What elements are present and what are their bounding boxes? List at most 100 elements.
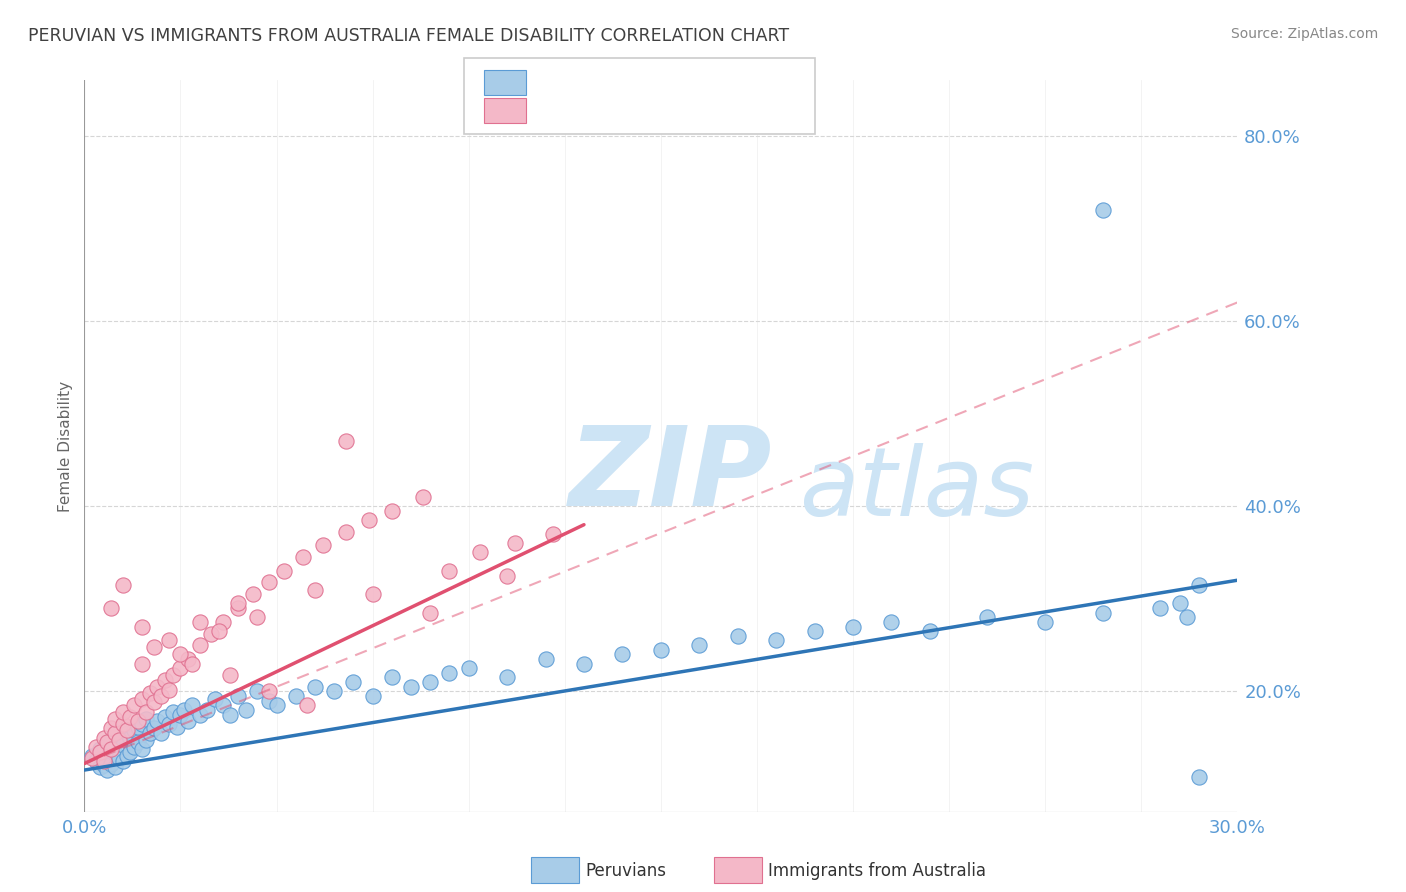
- Point: [100, 601, 122, 615]
- Point: [138, 726, 160, 740]
- Point: [292, 550, 315, 565]
- Point: [335, 434, 357, 449]
- Text: R = 0.652    N = 65: R = 0.652 N = 65: [534, 101, 733, 120]
- Point: [124, 723, 146, 738]
- Text: Immigrants from Australia: Immigrants from Australia: [768, 862, 986, 880]
- Point: [104, 760, 127, 774]
- Point: [242, 587, 264, 601]
- Point: [100, 741, 122, 756]
- Point: [419, 675, 441, 690]
- Point: [381, 504, 404, 518]
- Point: [211, 615, 233, 629]
- Point: [111, 716, 134, 731]
- Point: [688, 638, 710, 652]
- Point: [96, 735, 118, 749]
- Point: [357, 513, 380, 527]
- Point: [765, 633, 787, 648]
- Point: [1168, 596, 1191, 610]
- Point: [111, 738, 134, 752]
- Point: [169, 661, 191, 675]
- Point: [297, 698, 319, 713]
- Point: [153, 710, 176, 724]
- Point: [195, 703, 218, 717]
- Point: [120, 710, 142, 724]
- Point: [1033, 615, 1056, 629]
- Point: [188, 707, 211, 722]
- Point: [150, 689, 173, 703]
- Point: [257, 693, 280, 707]
- Point: [142, 696, 165, 710]
- Point: [120, 745, 142, 759]
- Point: [131, 619, 153, 633]
- Point: [157, 682, 180, 697]
- Point: [169, 648, 191, 662]
- Point: [181, 657, 204, 671]
- Point: [612, 648, 634, 662]
- Point: [246, 610, 269, 624]
- Point: [257, 575, 280, 590]
- Point: [131, 691, 153, 706]
- Point: [142, 640, 165, 654]
- Point: [80, 749, 103, 764]
- Point: [181, 698, 204, 713]
- Point: [470, 545, 492, 559]
- Point: [399, 680, 422, 694]
- Point: [93, 754, 115, 768]
- Text: PERUVIAN VS IMMIGRANTS FROM AUSTRALIA FEMALE DISABILITY CORRELATION CHART: PERUVIAN VS IMMIGRANTS FROM AUSTRALIA FE…: [28, 27, 789, 45]
- Point: [208, 624, 231, 639]
- Point: [200, 627, 222, 641]
- Point: [120, 731, 142, 745]
- Point: [1188, 578, 1211, 592]
- Point: [108, 751, 131, 765]
- Point: [108, 732, 131, 747]
- Point: [1091, 202, 1114, 217]
- Point: [173, 703, 195, 717]
- Point: [131, 716, 153, 731]
- Point: [93, 758, 115, 772]
- Point: [918, 624, 941, 639]
- Point: [104, 747, 127, 762]
- Point: [246, 684, 269, 698]
- Point: [124, 698, 146, 713]
- Point: [162, 667, 184, 681]
- Point: [419, 606, 441, 620]
- Point: [89, 760, 111, 774]
- Text: Peruvians: Peruvians: [585, 862, 666, 880]
- Point: [496, 670, 519, 684]
- Point: [188, 638, 211, 652]
- Point: [226, 601, 249, 615]
- Point: [93, 739, 115, 754]
- Text: ZIP: ZIP: [568, 422, 772, 529]
- Point: [266, 698, 288, 713]
- Point: [135, 732, 157, 747]
- Text: Source: ZipAtlas.com: Source: ZipAtlas.com: [1230, 27, 1378, 41]
- Point: [100, 735, 122, 749]
- Y-axis label: Female Disability: Female Disability: [58, 380, 73, 512]
- Point: [534, 652, 557, 666]
- Point: [89, 741, 111, 756]
- Point: [177, 714, 200, 728]
- Text: atlas: atlas: [799, 443, 1035, 536]
- Point: [96, 763, 118, 777]
- Point: [127, 720, 149, 734]
- Point: [162, 705, 184, 719]
- Point: [111, 705, 134, 719]
- Point: [381, 670, 404, 684]
- Point: [323, 684, 346, 698]
- Point: [976, 610, 998, 624]
- Point: [166, 720, 188, 734]
- Point: [135, 712, 157, 726]
- Point: [1175, 610, 1198, 624]
- Point: [188, 615, 211, 629]
- Point: [226, 689, 249, 703]
- Point: [204, 691, 226, 706]
- Point: [650, 642, 672, 657]
- Point: [304, 680, 326, 694]
- Point: [541, 527, 564, 541]
- Point: [104, 712, 127, 726]
- Point: [100, 722, 122, 736]
- Point: [93, 751, 115, 765]
- Point: [100, 756, 122, 771]
- Point: [457, 661, 479, 675]
- Point: [880, 615, 903, 629]
